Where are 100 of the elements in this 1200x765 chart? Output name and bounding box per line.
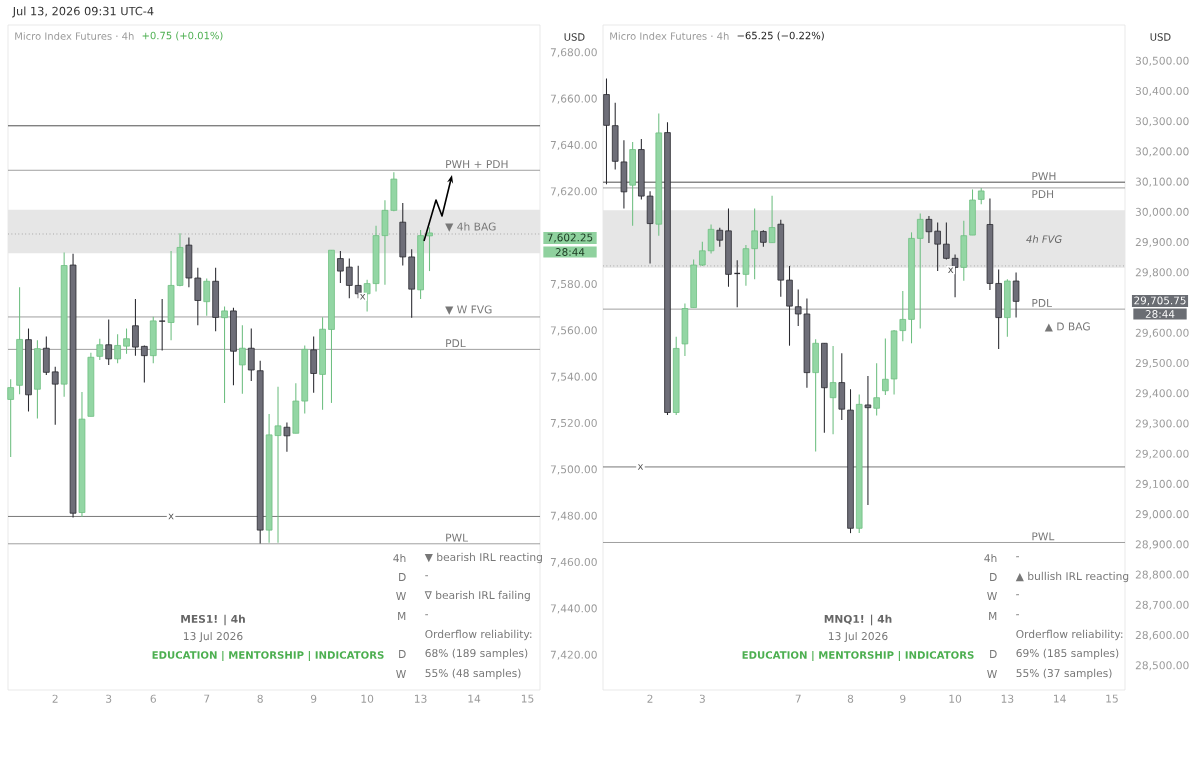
x-tick-label: 7 [204, 694, 210, 703]
annotation: M [398, 612, 406, 620]
candlestick [699, 241, 706, 267]
candlestick [194, 267, 202, 326]
annotation: 68% (189 samples) [425, 648, 528, 660]
annotation: EDUCATION | MENTORSHIP | INDICATORS [152, 650, 384, 662]
candlestick [203, 277, 211, 317]
y-tick-label: 30,500.00 [1135, 56, 1189, 66]
y-tick-label: 29,800.00 [1135, 268, 1189, 278]
text: 28:44 [1145, 310, 1175, 318]
candlestick [7, 378, 15, 458]
annotation: x [168, 513, 174, 520]
candlestick [247, 327, 255, 382]
text: 28:44 [555, 248, 585, 256]
x-tick-label: 14 [468, 694, 481, 703]
candlestick [925, 215, 933, 244]
annotation: D [399, 573, 406, 581]
candlestick [707, 223, 715, 255]
candlestick [345, 258, 353, 299]
x-tick-label: 15 [521, 694, 534, 703]
x-tick-label: 8 [847, 694, 854, 703]
x-tick-label: 9 [900, 694, 906, 703]
candlestick [141, 344, 148, 384]
y-tick-label: 7,640.00 [550, 140, 597, 151]
candlestick [882, 337, 889, 396]
text: −65.25 (−0.22%) [737, 31, 824, 41]
candlestick [934, 221, 941, 272]
annotation: D [990, 650, 997, 658]
annotation: ▲ bullish IRL reacting [1015, 571, 1129, 583]
candlestick [96, 338, 104, 361]
annotation: - [1016, 614, 1020, 616]
x-tick-label: 9 [310, 694, 317, 703]
annotation: 69% (185 samples) [1016, 648, 1119, 660]
candlestick [221, 305, 228, 404]
annotation: Orderflow reliability: [425, 629, 532, 641]
text: +0.75 (+0.01%) [142, 31, 223, 41]
x-tick-label: 2 [52, 694, 58, 703]
y-tick-label: 7,660.00 [550, 94, 597, 104]
x-tick-label: 13 [1001, 694, 1014, 703]
y-tick-label: 30,300.00 [1135, 117, 1189, 127]
x-tick-label: 3 [699, 694, 705, 703]
candlestick [951, 253, 959, 298]
y-tick-label: 29,000.00 [1135, 510, 1189, 520]
y-tick-label: 7,500.00 [550, 465, 597, 475]
annotation: 4h [393, 553, 406, 563]
y-tick-label: 7,480.00 [550, 511, 597, 521]
y-tick-label: 29,200.00 [1135, 449, 1189, 459]
y-tick-label: 28,600.00 [1135, 631, 1189, 641]
candlestick [123, 327, 130, 355]
candlestick [337, 250, 344, 284]
annotation: 4h [984, 553, 997, 563]
text: Jul 13, 2026 09:31 UTC-4 [12, 6, 154, 18]
annotation: ▲ D BAG [1044, 322, 1090, 332]
annotation: D [399, 650, 406, 658]
ref-line-label: PWL [1032, 532, 1055, 541]
candlestick [239, 324, 246, 395]
annotation: W [396, 592, 406, 600]
y-axis-title: USD [1150, 33, 1171, 41]
x-tick-label: 13 [414, 694, 427, 703]
x-tick-label: 8 [257, 694, 263, 703]
annotation: - [1016, 594, 1020, 596]
annotation: - [1016, 556, 1020, 558]
y-tick-label: 28,500.00 [1135, 661, 1189, 671]
candlestick [916, 213, 924, 330]
y-tick-label: 7,680.00 [550, 48, 597, 58]
x-tick-label: 7 [795, 694, 801, 703]
candlestick [873, 362, 880, 417]
candlestick [114, 333, 121, 364]
annotation: x [948, 267, 954, 273]
y-tick-label: 28,800.00 [1135, 570, 1189, 580]
candlestick [829, 345, 837, 435]
annotation: 13 Jul 2026 [828, 631, 888, 643]
ref-line-label: PDH [1032, 190, 1054, 198]
annotation: Orderflow reliability: [1016, 629, 1123, 641]
y-tick-label: 29,100.00 [1135, 479, 1189, 490]
text: Micro Index Futures · 4h [610, 32, 729, 40]
annotation: MES1! | 4h [181, 614, 245, 626]
y-tick-label: 7,620.00 [550, 187, 597, 197]
x-tick-label: 6 [150, 694, 156, 703]
y-tick-label: 7,420.00 [550, 650, 597, 660]
y-tick-label: 30,100.00 [1135, 177, 1189, 187]
y-tick-label: 29,900.00 [1135, 238, 1189, 248]
y-tick-label: 30,400.00 [1135, 86, 1189, 97]
x-tick-label: 2 [647, 694, 653, 703]
annotation: W [987, 670, 997, 678]
annotation: M [989, 612, 997, 620]
ref-line-label: PDL [1032, 299, 1052, 307]
text: Micro Index Futures · 4h [15, 32, 134, 40]
annotation: MNQ1! | 4h [824, 614, 892, 626]
annotation: 55% (48 samples) [425, 668, 521, 680]
annotation: 13 Jul 2026 [183, 631, 243, 643]
candlestick [105, 318, 113, 366]
x-tick-label: 3 [106, 694, 112, 703]
annotation: x [637, 464, 644, 470]
candlestick [426, 226, 433, 272]
y-tick-label: 28,900.00 [1135, 540, 1189, 550]
text: 7,602.25 [547, 233, 593, 243]
y-tick-label: 7,520.00 [550, 418, 597, 429]
candlestick [1012, 272, 1020, 319]
candlestick [751, 207, 758, 280]
